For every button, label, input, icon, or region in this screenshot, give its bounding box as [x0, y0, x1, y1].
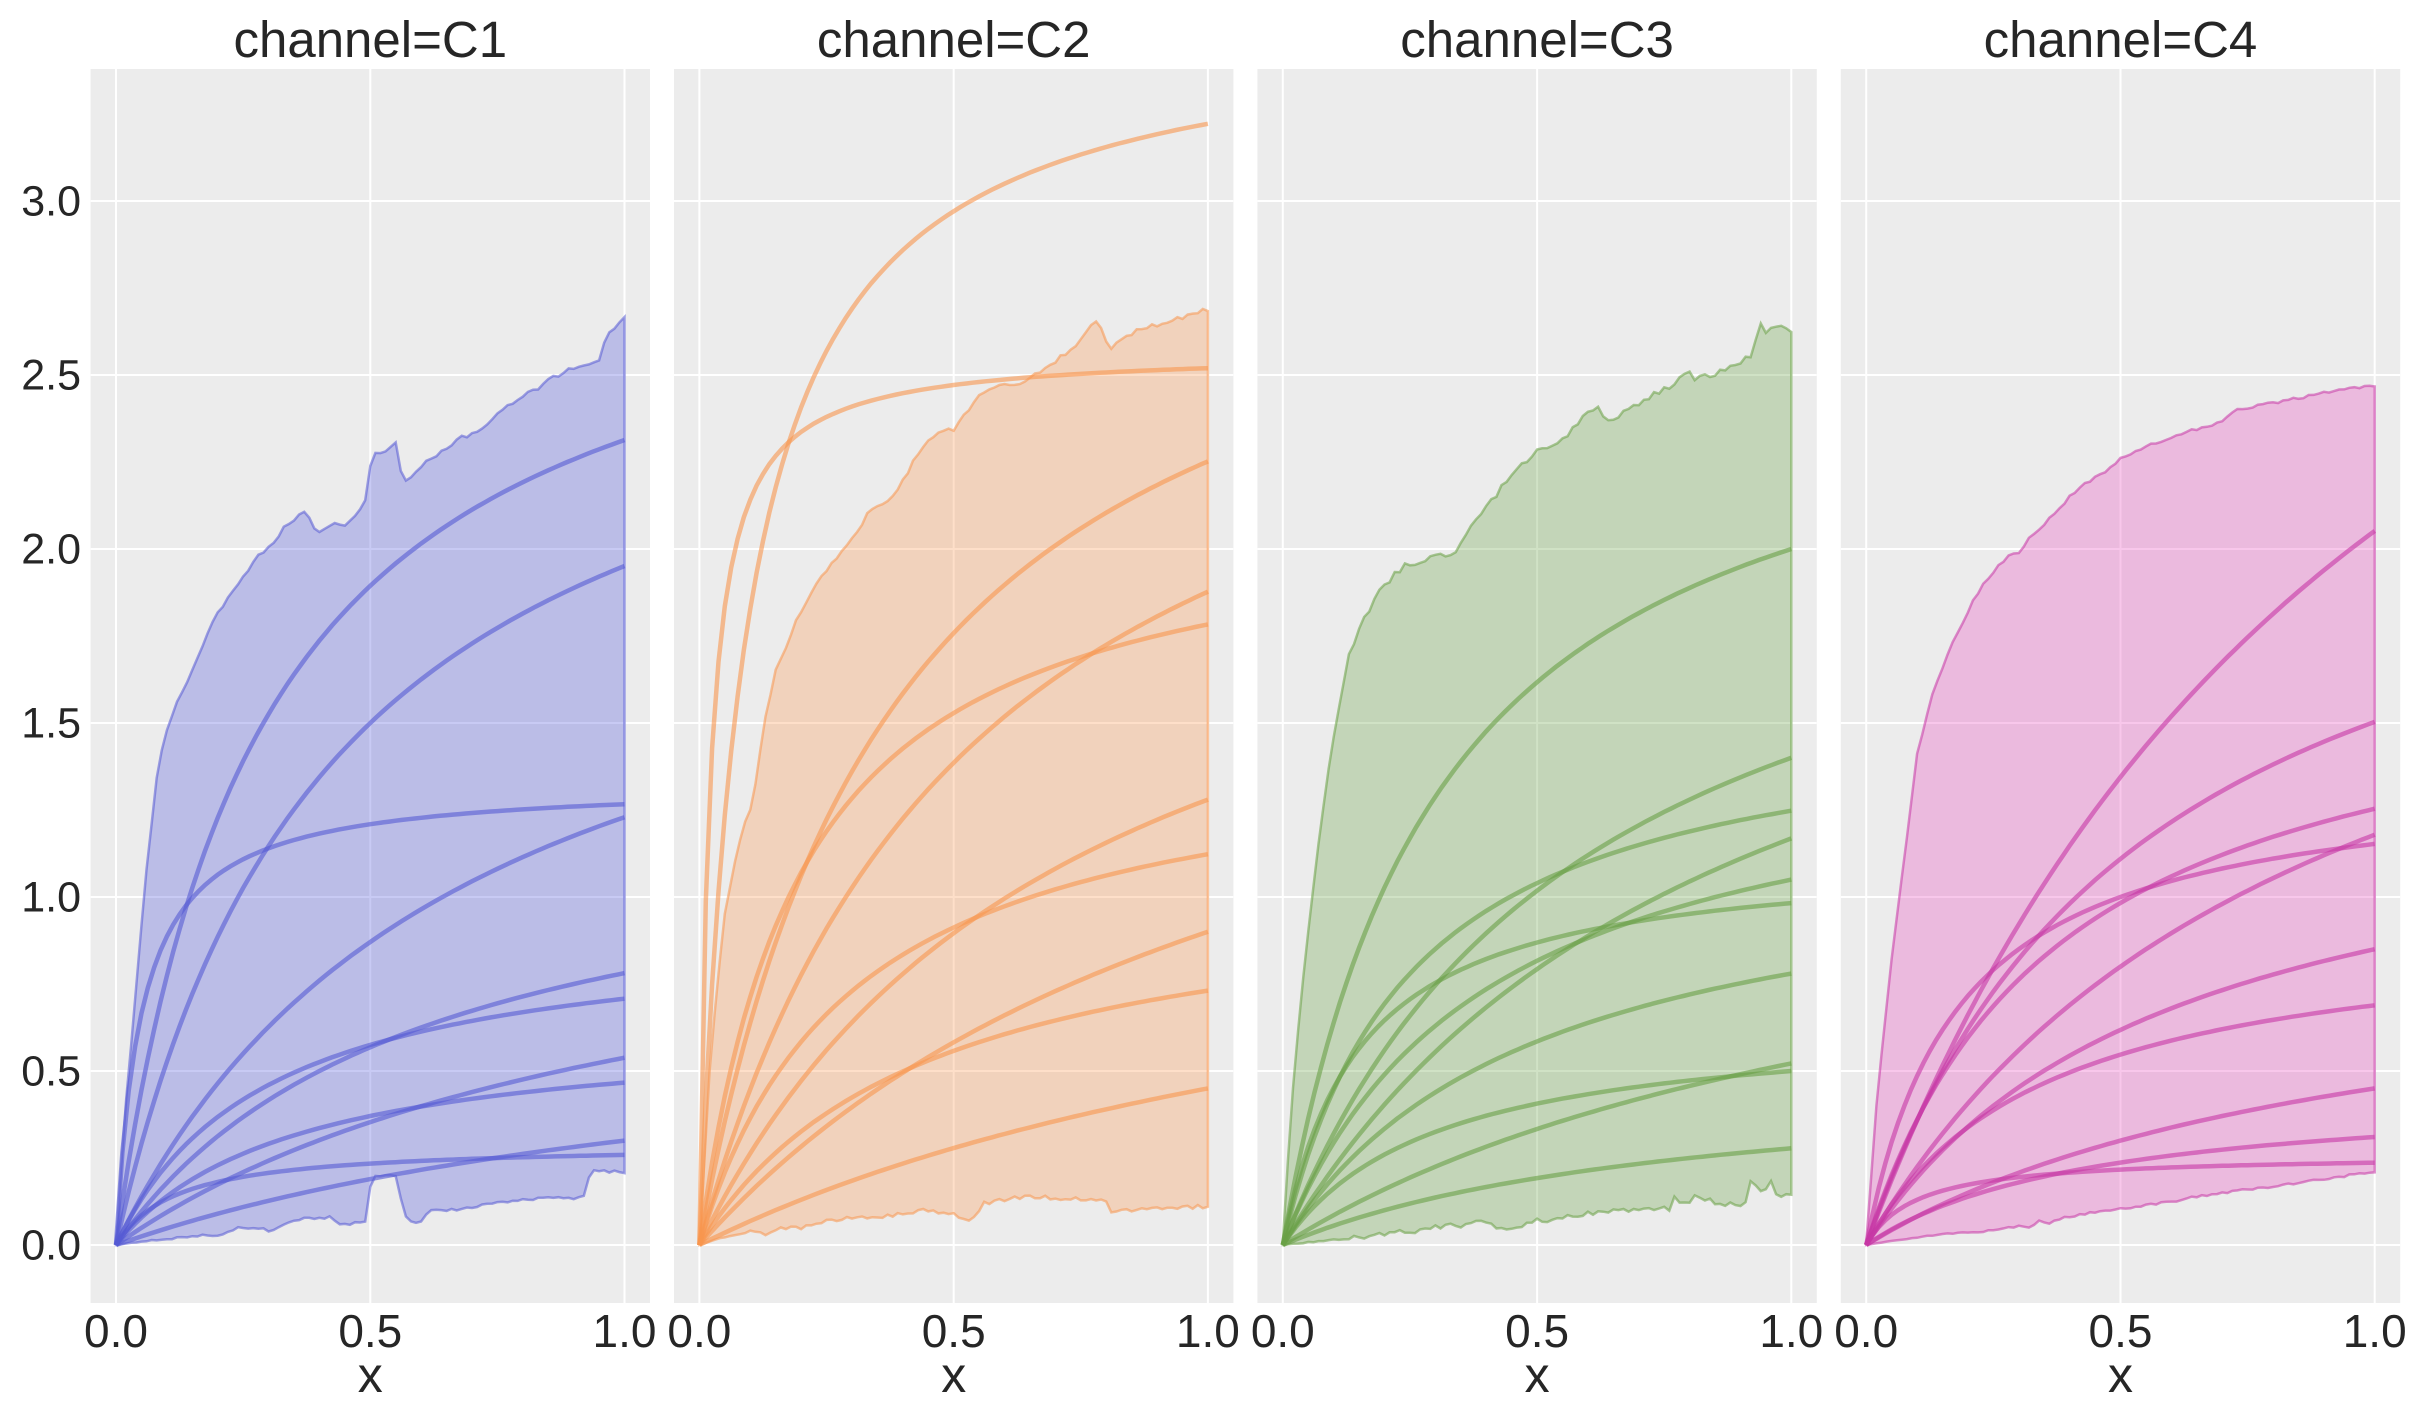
svg-text:channel=C4: channel=C4 — [1984, 11, 2258, 68]
svg-text:0.0: 0.0 — [21, 1222, 81, 1270]
svg-text:channel=C3: channel=C3 — [1400, 11, 1674, 68]
svg-text:1.0: 1.0 — [1759, 1305, 1823, 1357]
svg-text:0.0: 0.0 — [1834, 1305, 1898, 1357]
svg-text:0.0: 0.0 — [1251, 1305, 1315, 1357]
svg-text:1.0: 1.0 — [2343, 1305, 2407, 1357]
svg-text:2.0: 2.0 — [21, 526, 81, 574]
svg-text:0.5: 0.5 — [1505, 1305, 1569, 1357]
svg-text:0.5: 0.5 — [922, 1305, 986, 1357]
svg-text:1.0: 1.0 — [21, 874, 81, 922]
svg-text:channel=C1: channel=C1 — [233, 11, 507, 68]
svg-text:x: x — [358, 1347, 383, 1403]
svg-text:2.5: 2.5 — [21, 352, 81, 400]
svg-text:0.5: 0.5 — [21, 1048, 81, 1096]
svg-text:1.5: 1.5 — [21, 700, 81, 748]
svg-text:x: x — [1525, 1347, 1550, 1403]
svg-text:0.5: 0.5 — [2089, 1305, 2153, 1357]
svg-text:x: x — [941, 1347, 966, 1403]
svg-text:x: x — [2108, 1347, 2133, 1403]
svg-text:0.0: 0.0 — [667, 1305, 731, 1357]
svg-text:channel=C2: channel=C2 — [817, 11, 1091, 68]
svg-text:0.5: 0.5 — [338, 1305, 402, 1357]
svg-text:1.0: 1.0 — [1176, 1305, 1240, 1357]
svg-text:1.0: 1.0 — [593, 1305, 657, 1357]
svg-text:0.0: 0.0 — [84, 1305, 148, 1357]
svg-text:3.0: 3.0 — [21, 178, 81, 226]
